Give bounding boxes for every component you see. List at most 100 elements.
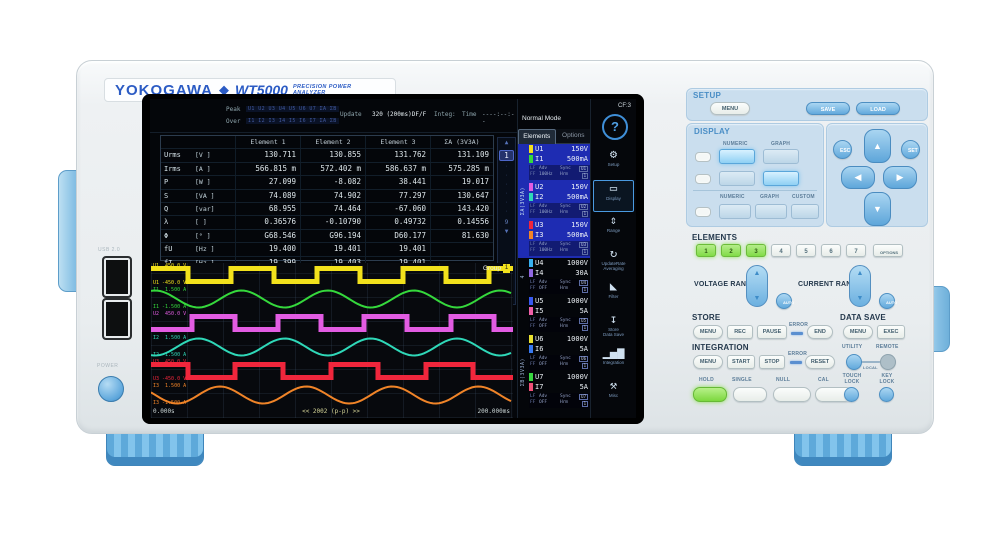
channel-settings: LF FF Adv OFF Sync Hrm U4 1 xyxy=(529,279,590,294)
wiring-group: 4 U4 1000V I4 30A LF FF Adv OFF Sync Hrm U4… xyxy=(518,258,591,296)
display-b-graph-button[interactable] xyxy=(763,171,799,186)
cell-value: 74.464 xyxy=(300,202,365,216)
element-config-u3[interactable]: U3 150V I3 500mA LF FF Adv 100Hz Sync Hrm U… xyxy=(528,220,591,256)
table-row: fU [Hz ] 19.400 19.401 19.401 xyxy=(161,242,493,256)
data-save-exec-button[interactable]: EXEC xyxy=(877,325,905,339)
single-button[interactable] xyxy=(733,387,767,402)
integration-menu-button[interactable]: MENU xyxy=(693,355,723,369)
display-c-custom-button[interactable] xyxy=(791,204,819,219)
element-button-5[interactable]: 5 xyxy=(796,244,816,257)
channel-color-bar xyxy=(529,345,533,353)
element-config-u1[interactable]: U1 150V I1 500mA LF FF Adv 100Hz Sync Hrm U… xyxy=(528,144,591,180)
help-icon[interactable]: ? xyxy=(602,114,628,140)
sidebar-tabs: Elements Options xyxy=(518,129,591,144)
right-arrow-button[interactable]: ▶ xyxy=(883,166,917,189)
utility-button[interactable] xyxy=(846,354,862,370)
page-up-icon[interactable]: ▲ xyxy=(504,139,509,146)
channel-color-bar xyxy=(529,297,533,305)
display-icon[interactable]: ▭ Display xyxy=(593,180,634,212)
store-rec-button[interactable]: REC xyxy=(727,325,753,339)
voltage-up-icon[interactable]: ▲ xyxy=(753,270,761,277)
element-button-4[interactable]: 4 xyxy=(771,244,791,257)
element-button-6[interactable]: 6 xyxy=(821,244,841,257)
trace-scale-top: I2 1.500 A xyxy=(153,335,187,341)
display-c-numeric-button[interactable] xyxy=(719,204,751,219)
update-rate-icon[interactable]: ↻ UpdateRate Averaging xyxy=(601,246,626,271)
power-button[interactable] xyxy=(98,376,124,402)
store-menu-button[interactable]: MENU xyxy=(693,325,723,339)
col-element1: Element 1 xyxy=(235,136,300,149)
custom-label: CUSTOM xyxy=(792,194,815,200)
element-button-2[interactable]: 2 xyxy=(721,244,741,257)
store-pause-button[interactable]: PAUSE xyxy=(757,325,787,339)
touch-screen[interactable]: Peak U1 U2 U3 U4 U5 U6 U7 ΣA ΣB Over I1 … xyxy=(150,99,636,418)
element-config-u5[interactable]: U5 1000V I5 5A LF FF Adv OFF Sync Hrm U5 1 xyxy=(528,296,591,332)
screen-menu-column: CF:3 ? ⚙ Setup ▭ Display ⇕ Range ↻ UpdateRa… xyxy=(590,99,636,418)
channel-range: 1000V xyxy=(566,373,588,381)
trace-scale-bottom: U1 -450.0 V xyxy=(153,280,187,286)
col-element2: Element 2 xyxy=(300,136,365,149)
tab-options[interactable]: Options xyxy=(555,129,591,144)
save-button[interactable]: SAVE xyxy=(806,102,850,115)
channel-color-bar xyxy=(529,259,533,267)
tab-elements[interactable]: Elements xyxy=(518,129,556,144)
remote-button[interactable] xyxy=(880,354,896,370)
display-a-numeric-button[interactable] xyxy=(719,149,755,164)
channel-range: 150V xyxy=(571,145,588,153)
display-label: DISPLAY xyxy=(694,127,731,136)
element-config-u2[interactable]: U2 150V I2 500mA LF FF Adv 100Hz Sync Hrm U… xyxy=(528,182,591,218)
display-a-graph-button[interactable] xyxy=(763,149,799,164)
down-arrow-button[interactable]: ▼ xyxy=(864,192,891,226)
voltage-auto-button[interactable]: AUTO xyxy=(776,293,794,309)
cell-value: 77.297 xyxy=(365,189,430,202)
integration-stop-button[interactable]: STOP xyxy=(759,355,785,369)
integration-reset-button[interactable]: RESET xyxy=(805,355,835,369)
current-down-icon[interactable]: ▼ xyxy=(856,295,864,302)
element-config-u6[interactable]: U6 1000V I6 5A LF FF Adv OFF Sync Hrm U6 1 xyxy=(528,334,591,370)
setup-icon[interactable]: ⚙ Setup xyxy=(607,147,620,167)
channel-range: 500mA xyxy=(566,193,588,201)
null-button[interactable] xyxy=(773,387,811,402)
element-config-u4[interactable]: U4 1000V I4 30A LF FF Adv OFF Sync Hrm U4 1 xyxy=(528,258,591,294)
voltage-range-rocker[interactable]: ▲ ▼ xyxy=(746,265,768,307)
element-button-1[interactable]: 1 xyxy=(696,244,716,257)
display-b-numeric-button[interactable] xyxy=(719,171,755,186)
setup-menu-button[interactable]: MENU xyxy=(710,102,750,115)
page-down-icon[interactable]: ▼ xyxy=(504,228,509,235)
touch-lock-button[interactable] xyxy=(844,387,859,402)
element-button-options[interactable]: OPTIONS xyxy=(873,244,903,257)
element-button-3[interactable]: 3 xyxy=(746,244,766,257)
current-up-icon[interactable]: ▲ xyxy=(856,270,864,277)
voltage-down-icon[interactable]: ▼ xyxy=(753,295,761,302)
update-label: Update xyxy=(340,111,362,118)
load-button[interactable]: LOAD xyxy=(856,102,900,115)
store-icon[interactable]: ↧ Store Data Save xyxy=(602,312,624,337)
range-icon[interactable]: ⇕ Range xyxy=(606,213,621,233)
set-button[interactable]: SET xyxy=(901,140,920,159)
touch-lock-label: TOUCH LOCK xyxy=(842,373,862,385)
current-range-label: CURRENT RANGE xyxy=(798,281,863,288)
integration-icon[interactable]: ▁▄▆ Integration xyxy=(602,345,625,365)
esc-button[interactable]: ESC xyxy=(833,140,852,159)
integration-start-button[interactable]: START xyxy=(727,355,755,369)
current-range-rocker[interactable]: ▲ ▼ xyxy=(849,265,871,307)
cal-label: CAL xyxy=(818,377,829,383)
up-arrow-button[interactable]: ▲ xyxy=(864,129,891,163)
display-c-graph-button[interactable] xyxy=(755,204,787,219)
misc-icon[interactable]: ⚒ Misc xyxy=(608,378,619,398)
current-auto-button[interactable]: AUTO xyxy=(879,293,897,309)
left-arrow-button[interactable]: ◀ xyxy=(841,166,875,189)
usb-port-1[interactable] xyxy=(102,256,132,298)
filter-icon[interactable]: ◣ Filter xyxy=(608,279,619,299)
data-save-menu-button[interactable]: MENU xyxy=(843,325,873,339)
store-end-button[interactable]: END xyxy=(807,325,833,339)
channel-range: 5A xyxy=(579,383,588,391)
waveform-trace-u3 xyxy=(151,362,513,380)
key-lock-button[interactable] xyxy=(879,387,894,402)
usb-port-2[interactable] xyxy=(102,298,132,340)
row-unit: [A ] xyxy=(195,164,211,173)
channel-range: 30A xyxy=(575,269,588,277)
element-button-7[interactable]: 7 xyxy=(846,244,866,257)
element-config-u7[interactable]: U7 1000V I7 5A LF FF Adv OFF Sync Hrm U7 1 xyxy=(528,372,591,408)
hold-button[interactable] xyxy=(693,387,727,402)
